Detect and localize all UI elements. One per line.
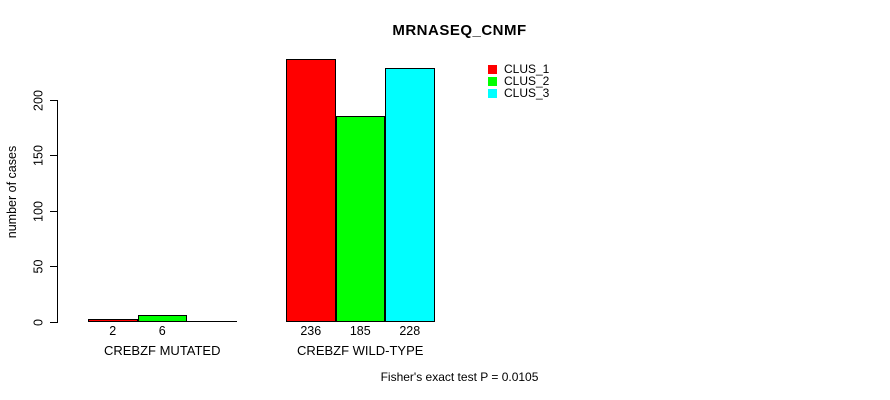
legend-entry: CLUS_1 [488, 63, 549, 75]
x-group-label: CREBZF WILD-TYPE [297, 343, 424, 358]
bar-clus_2 [335, 116, 385, 322]
bar-clus_3 [385, 68, 435, 322]
bar-value-label: 6 [158, 324, 166, 338]
bar-value-label: 185 [349, 324, 371, 338]
x-group-label: CREBZF MUTATED [103, 343, 221, 358]
legend-swatch-clus-3 [488, 88, 497, 98]
legend: CLUS_1 CLUS_2 CLUS_3 [488, 63, 549, 99]
y-tick [50, 266, 57, 267]
bar-clus_2 [137, 315, 187, 322]
legend-entry: CLUS_2 [488, 75, 549, 87]
y-axis-line [57, 100, 58, 323]
legend-label: CLUS_2 [504, 74, 550, 88]
bar-value-label: 236 [300, 324, 322, 338]
bar-value-label: 228 [399, 324, 421, 338]
legend-swatch-clus-2 [488, 76, 497, 86]
y-tick-label: 0 [31, 319, 46, 326]
y-tick [50, 322, 57, 323]
bar-value-label: 2 [109, 324, 117, 338]
bar-clus_1 [88, 319, 138, 322]
y-tick-label: 150 [31, 145, 46, 166]
chart-title: MRNASEQ_CNMF [392, 22, 527, 39]
y-tick-label: 200 [31, 90, 46, 111]
y-tick [50, 211, 57, 212]
legend-label: CLUS_1 [504, 62, 550, 76]
legend-label: CLUS_3 [504, 86, 550, 100]
y-tick-label: 50 [31, 259, 46, 274]
bar-clus_3-zero [187, 321, 237, 322]
y-tick [50, 100, 57, 101]
y-tick-label: 100 [31, 201, 46, 222]
legend-entry: CLUS_3 [488, 87, 549, 99]
legend-swatch-clus-1 [488, 64, 497, 74]
y-tick [50, 155, 57, 156]
fisher-test-annotation: Fisher's exact test P = 0.0105 [380, 370, 539, 384]
bar-clus_1 [286, 59, 336, 322]
